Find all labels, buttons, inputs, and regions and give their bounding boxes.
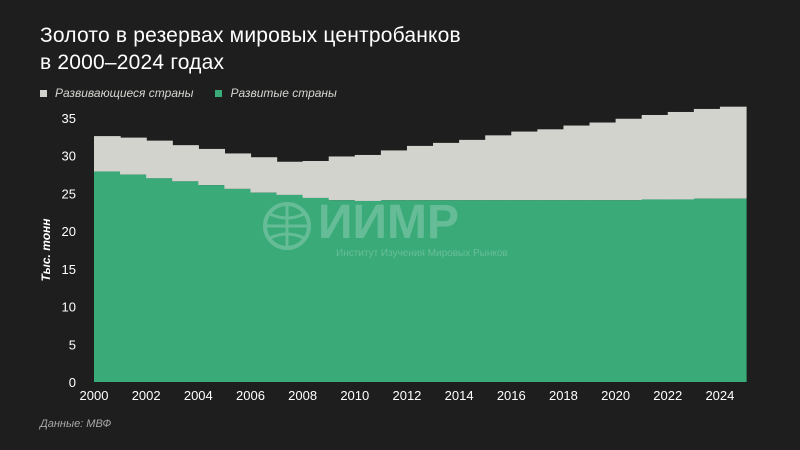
area-step-developing-2012 (406, 145, 434, 201)
legend-swatch-developing (40, 89, 47, 97)
area-step-developing-2006 (250, 157, 278, 193)
x-tick-label: 2014 (445, 388, 474, 403)
area-step-developed-2016 (511, 200, 538, 382)
area-step-developing-2019 (589, 122, 617, 201)
source-note: Данные: МВФ (40, 418, 112, 430)
area-step-developing-2014 (459, 139, 486, 201)
legend-swatch-developed (215, 89, 223, 97)
area-step-developing-2001 (120, 137, 147, 175)
area-step-developing-2020 (615, 118, 643, 201)
x-tick-label: 2002 (132, 388, 161, 403)
area-step-developed-2022 (667, 199, 695, 382)
watermark-subtitle: Институт Изучения Мировых Рынков (336, 248, 508, 259)
area-step-developing-2024 (719, 106, 747, 199)
area-step-developed-2015 (485, 200, 512, 382)
area-step-developed-2000 (94, 171, 121, 382)
area-step-developed-2017 (537, 200, 565, 382)
area-step-developed-2010 (354, 200, 382, 382)
area-step-developing-2021 (641, 114, 669, 200)
y-tick-label: 30 (62, 149, 76, 164)
y-tick-label: 25 (62, 186, 76, 201)
area-step-developed-2002 (146, 178, 173, 382)
area-step-developed-2007 (276, 194, 304, 382)
x-tick-label: 2008 (288, 388, 317, 403)
legend-label-developing: Развивающиеся страны (55, 86, 194, 100)
chart-legend: Развивающиеся страны Развитые страны (40, 86, 337, 100)
area-step-developed-2009 (328, 200, 356, 382)
y-tick-label: 15 (62, 262, 76, 277)
x-tick-label: 2012 (392, 388, 421, 403)
area-step-developing-2009 (328, 156, 356, 201)
area-step-developing-2023 (693, 108, 721, 199)
area-step-developing-2003 (172, 145, 199, 182)
area-step-developed-2008 (302, 197, 330, 382)
globe-lines-icon (265, 204, 309, 248)
x-tick-label: 2004 (184, 388, 213, 403)
area-step-developing-2007 (276, 161, 304, 195)
area-step-developed-2004 (198, 185, 225, 382)
area-step-developed-2006 (250, 192, 278, 382)
title-line-1: Золото в резервах мировых центробанков (40, 24, 461, 47)
legend-item-developing: Развивающиеся страны (40, 86, 193, 100)
watermark-name: ИИМР (318, 196, 459, 249)
y-tick-label: 5 (69, 337, 76, 352)
area-step-developing-2000 (94, 136, 121, 172)
y-tick-label: 10 (62, 300, 76, 315)
area-step-developed-2013 (433, 200, 460, 382)
chart-title: Золото в резервах мировых центробанков в… (40, 22, 640, 76)
area-step-developing-2005 (224, 153, 252, 189)
area-step-developed-2003 (172, 181, 199, 382)
x-tick-label: 2020 (601, 388, 630, 403)
area-step-developing-2011 (380, 150, 408, 201)
area-step-developed-2001 (120, 174, 147, 382)
area-step-developing-2018 (563, 125, 591, 201)
area-step-developed-2020 (615, 200, 643, 382)
y-tick-label: 35 (62, 111, 76, 126)
y-tick-label: 0 (69, 375, 76, 390)
area-step-developing-2013 (433, 142, 460, 201)
x-tick-label: 2024 (705, 388, 734, 403)
x-tick-label: 2016 (497, 388, 526, 403)
area-step-developed-2024 (719, 198, 747, 382)
area-step-developed-2005 (224, 188, 252, 382)
y-axis-label: Тыс. тонн (39, 218, 53, 282)
x-tick-label: 2010 (340, 388, 369, 403)
area-step-developing-2008 (302, 160, 330, 198)
x-tick-label: 2000 (80, 388, 109, 403)
area-step-developed-2019 (589, 200, 617, 382)
area-step-developed-2018 (563, 200, 591, 382)
area-step-developing-2004 (198, 148, 225, 186)
area-step-developed-2021 (641, 199, 669, 382)
area-step-developing-2010 (354, 154, 382, 201)
area-step-developing-2015 (485, 135, 512, 201)
area-step-developing-2022 (667, 111, 695, 200)
area-step-developed-2012 (406, 200, 434, 382)
legend-item-developed: Развитые страны (215, 86, 337, 100)
x-tick-label: 2006 (236, 388, 265, 403)
legend-label-developed: Развитые страны (230, 86, 337, 100)
y-tick-label: 20 (62, 224, 76, 239)
x-tick-label: 2018 (549, 388, 578, 403)
area-step-developing-2002 (146, 140, 173, 179)
area-step-developing-2017 (537, 129, 565, 201)
area-step-developed-2023 (693, 198, 721, 382)
x-tick-label: 2022 (653, 388, 682, 403)
globe-icon (263, 202, 311, 250)
area-step-developed-2014 (459, 200, 486, 382)
area-step-developing-2016 (511, 131, 538, 201)
area-step-developed-2011 (380, 200, 408, 382)
title-line-2: в 2000–2024 годах (40, 51, 225, 74)
